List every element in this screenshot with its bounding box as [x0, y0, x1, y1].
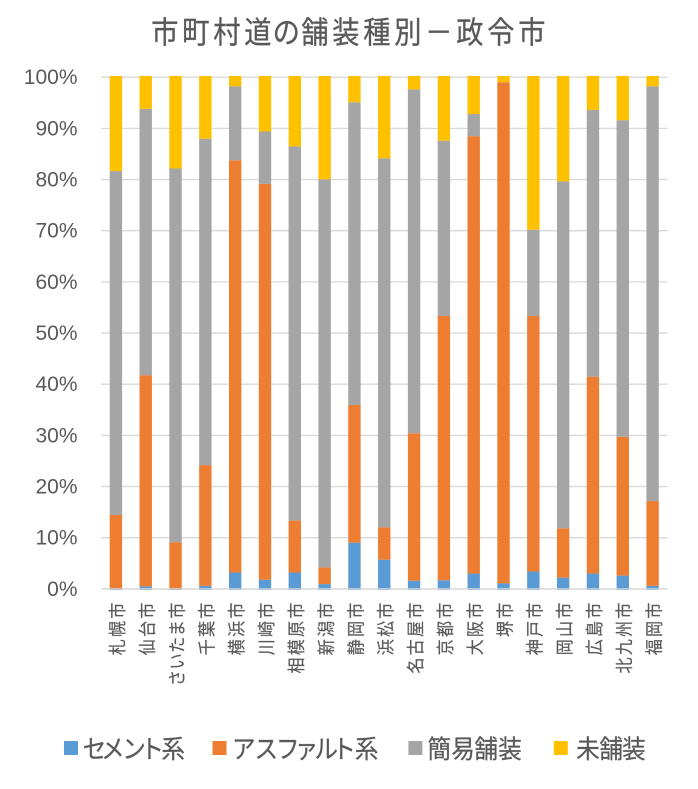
svg-text:80%: 80% — [35, 168, 77, 191]
svg-text:70%: 70% — [35, 220, 77, 243]
svg-text:100%: 100% — [24, 66, 78, 89]
svg-text:40%: 40% — [35, 373, 77, 396]
svg-text:0%: 0% — [47, 578, 77, 601]
svg-text:60%: 60% — [35, 271, 77, 294]
svg-text:90%: 90% — [35, 117, 77, 140]
svg-text:50%: 50% — [35, 322, 77, 345]
svg-text:30%: 30% — [35, 424, 77, 447]
svg-text:20%: 20% — [35, 475, 77, 498]
svg-text:10%: 10% — [35, 527, 77, 550]
